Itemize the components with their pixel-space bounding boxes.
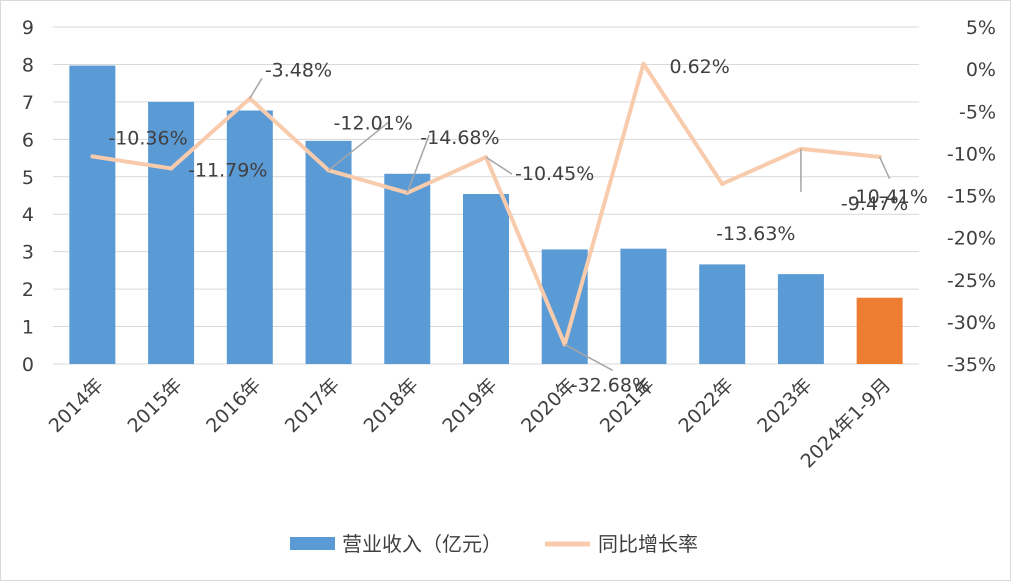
right-axis-tick-label: -15%: [947, 186, 996, 208]
right-axis-tick-label: 0%: [966, 59, 996, 81]
growth-rate-data-label: -11.79%: [188, 159, 267, 181]
growth-rate-data-label: -10.36%: [108, 127, 187, 149]
left-axis-tick-label: 9: [22, 17, 34, 39]
x-axis-tick-label: 2015年: [123, 374, 186, 437]
legend-swatch-revenue: [290, 537, 335, 550]
right-axis-tick-label: -20%: [947, 228, 996, 250]
bar-revenue: [777, 274, 824, 364]
growth-rate-data-label: -10.41%: [849, 186, 928, 208]
growth-rate-data-label: -9.47%: [841, 193, 908, 215]
data-label-leader: [406, 134, 430, 194]
growth-rate-data-label: -14.68%: [420, 127, 499, 149]
growth-rate-data-label: -13.63%: [716, 223, 795, 245]
left-axis-tick-label: 2: [22, 279, 34, 301]
data-label-leader: [485, 156, 513, 175]
x-axis-tick-label: 2018年: [360, 374, 423, 437]
data-label-leader: [878, 156, 891, 180]
right-axis-tick-label: -10%: [947, 143, 996, 165]
growth-rate-data-label: 0.62%: [669, 56, 729, 78]
x-axis-tick-label: 2016年: [202, 374, 265, 437]
left-axis-tick-label: 7: [22, 92, 34, 114]
right-axis-tick-label: -35%: [947, 354, 996, 376]
data-label-leader: [249, 78, 263, 99]
growth-rate-point: [641, 61, 646, 66]
bar-revenue: [305, 140, 352, 364]
bar-revenue: [226, 110, 273, 364]
x-axis-tick-label: 2019年: [438, 374, 501, 437]
x-axis-tick-label: 2023年: [753, 374, 816, 437]
legend-label-revenue: 营业收入（亿元）: [342, 532, 502, 556]
bar-revenue: [699, 264, 746, 364]
left-axis-tick-label: 0: [22, 354, 34, 376]
growth-rate-point: [169, 166, 174, 171]
left-axis-tick-label: 1: [22, 317, 34, 339]
left-axis-tick-label: 8: [22, 54, 34, 76]
data-label-leader: [328, 121, 390, 171]
bar-revenue: [69, 65, 116, 364]
bar-revenue: [856, 297, 903, 364]
x-axis-tick-label: 2022年: [675, 374, 738, 437]
right-axis-tick-label: -30%: [947, 312, 996, 334]
growth-rate-point: [90, 154, 95, 159]
data-label-leader: [564, 343, 614, 372]
legend-label-growth: 同比增长率: [598, 532, 698, 556]
left-axis-tick-label: 4: [22, 204, 34, 226]
growth-rate-data-label: -12.01%: [334, 112, 413, 134]
growth-rate-data-label: -32.68%: [571, 374, 650, 396]
x-axis-tick-label: 2014年: [45, 374, 108, 437]
right-axis-tick-label: 5%: [966, 17, 996, 39]
bar-revenue: [463, 194, 509, 364]
bar-revenue: [620, 248, 667, 364]
left-axis-tick-label: 6: [22, 129, 34, 151]
growth-rate-point: [720, 181, 725, 186]
growth-rate-data-label: -3.48%: [265, 59, 332, 81]
bar-revenue: [148, 101, 195, 364]
right-axis-tick-label: -5%: [959, 101, 996, 123]
growth-rate-data-label: -10.45%: [515, 163, 594, 185]
left-axis-tick-label: 3: [22, 242, 34, 264]
right-axis-tick-label: -25%: [947, 270, 996, 292]
bar-revenue: [384, 173, 431, 364]
x-axis-tick-label: 2020年: [517, 374, 580, 437]
left-axis-tick-label: 5: [22, 167, 34, 189]
x-axis-tick-label: 2017年: [281, 374, 344, 437]
